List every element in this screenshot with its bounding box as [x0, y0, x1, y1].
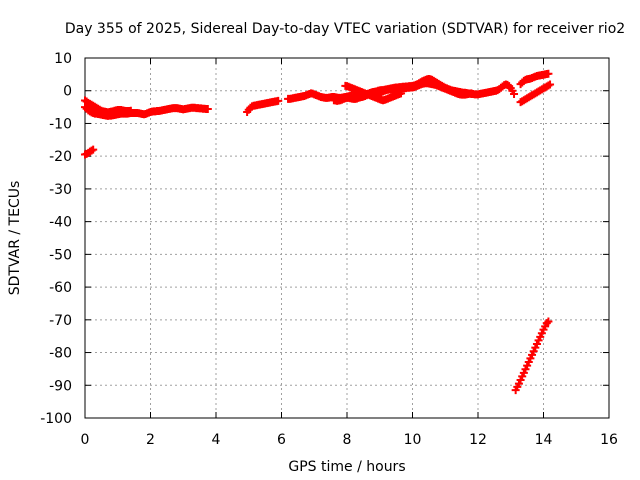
y-axis-label: SDTVAR / TECUs: [7, 181, 23, 296]
y-axis-ticks: 10 0 -10 -20 -30 -40 -50 -60 -70 -80 -90 -100: [40, 51, 609, 427]
x-tick-label: 6: [277, 432, 286, 448]
series-8: [516, 69, 553, 89]
y-tick-label: -90: [49, 378, 72, 394]
data-point: [546, 80, 555, 89]
plot-frame: [84, 57, 610, 419]
series-2: [81, 96, 135, 117]
x-axis-ticks: 0 2 4 6 8 10 12 14 16: [81, 58, 618, 448]
y-tick-label: -60: [49, 280, 72, 296]
x-tick-label: 4: [212, 432, 221, 448]
data-point: [544, 69, 553, 78]
series-4: [243, 96, 283, 116]
y-tick-label: 0: [63, 84, 72, 100]
x-tick-label: 12: [469, 432, 487, 448]
y-tick-label: -70: [49, 313, 72, 329]
y-tick-label: -20: [49, 149, 72, 165]
chart-title: Day 355 of 2025, Sidereal Day-to-day VTE…: [65, 21, 625, 37]
data-point: [126, 106, 135, 115]
data-point: [397, 89, 406, 98]
data-point: [274, 96, 283, 105]
data-point: [544, 317, 553, 326]
x-axis-label: GPS time / hours: [288, 459, 405, 475]
x-tick-label: 14: [535, 432, 553, 448]
data-point: [510, 90, 519, 98]
data-point: [542, 319, 551, 328]
data-point: [89, 145, 98, 154]
x-tick-label: 0: [81, 432, 90, 448]
grid: [85, 58, 609, 418]
series-9: [516, 80, 555, 107]
x-tick-label: 8: [343, 432, 352, 448]
data-point: [467, 89, 476, 98]
series-10: [511, 317, 553, 395]
series-3: [81, 145, 98, 159]
x-tick-label: 2: [146, 432, 155, 448]
x-tick-label: 16: [600, 432, 618, 448]
y-tick-label: 10: [54, 51, 72, 67]
y-tick-label: -10: [49, 116, 72, 132]
data-points: [81, 69, 555, 395]
series-7: [341, 81, 406, 105]
data-point: [203, 105, 212, 114]
y-tick-label: -100: [40, 411, 72, 427]
y-tick-label: -50: [49, 247, 72, 263]
y-tick-label: -80: [49, 346, 72, 362]
x-tick-label: 10: [404, 432, 422, 448]
y-tick-label: -40: [49, 215, 72, 231]
y-tick-label: -30: [49, 182, 72, 198]
